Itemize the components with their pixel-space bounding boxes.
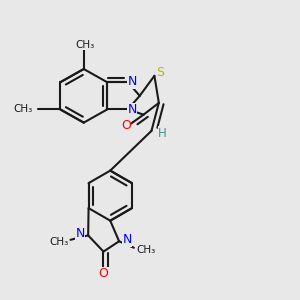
Text: CH₃: CH₃ bbox=[49, 237, 68, 247]
Text: N: N bbox=[128, 75, 137, 88]
Text: H: H bbox=[158, 127, 167, 140]
Text: O: O bbox=[98, 267, 108, 280]
Text: CH₃: CH₃ bbox=[76, 40, 95, 50]
Text: CH₃: CH₃ bbox=[136, 244, 155, 254]
Text: CH₃: CH₃ bbox=[14, 104, 33, 114]
Text: N: N bbox=[123, 233, 132, 246]
Text: S: S bbox=[156, 66, 164, 80]
Text: N: N bbox=[128, 103, 137, 116]
Text: N: N bbox=[75, 227, 85, 240]
Text: O: O bbox=[121, 119, 131, 132]
